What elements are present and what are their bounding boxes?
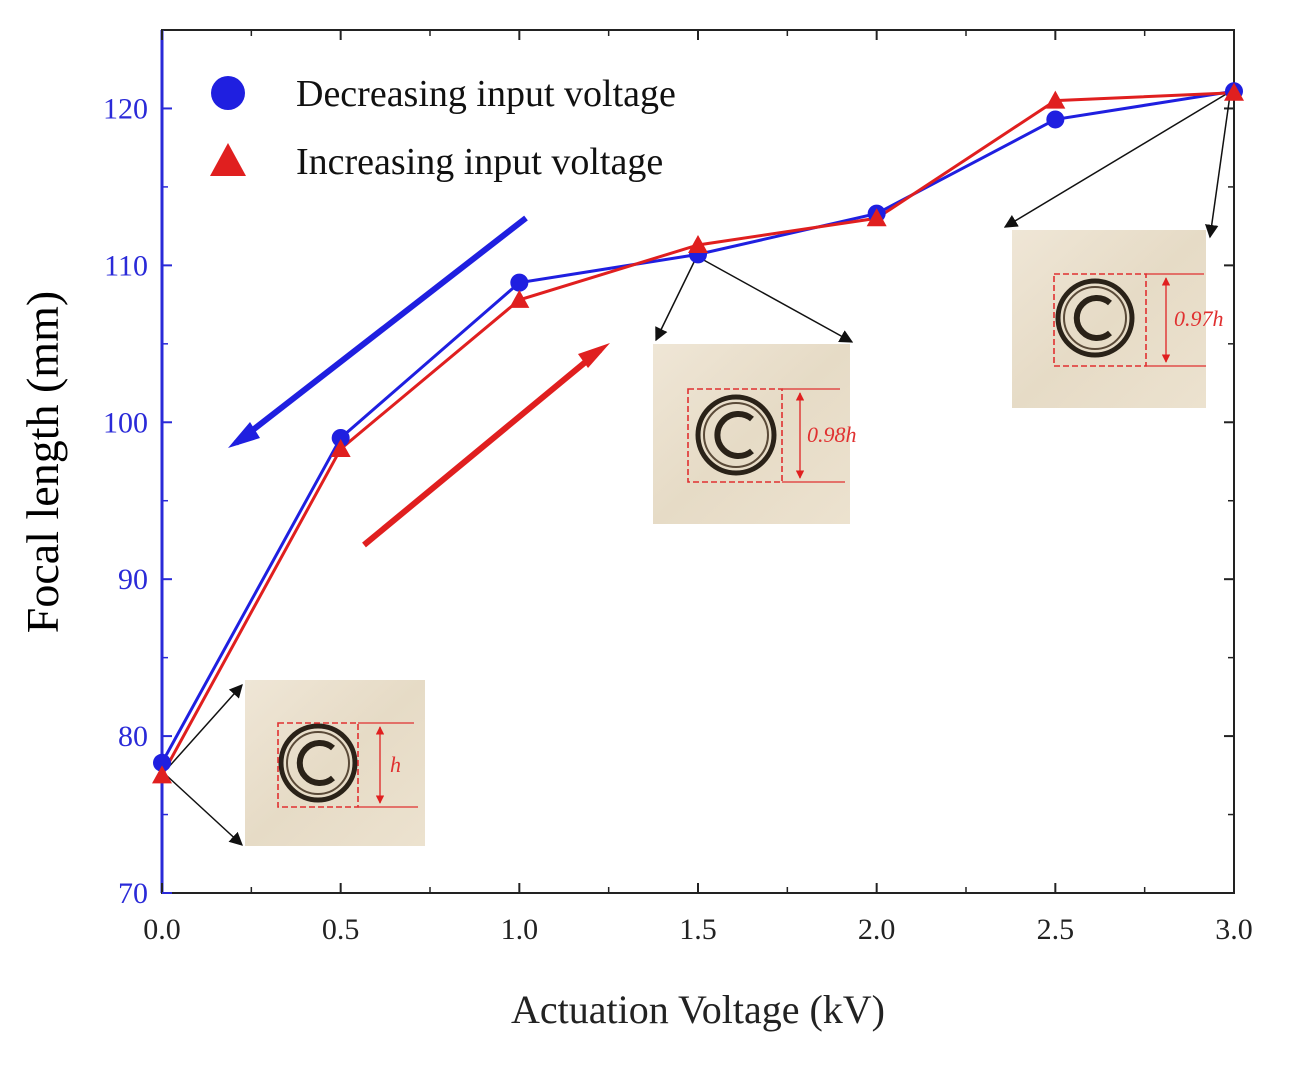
data-point-increasing — [330, 438, 351, 457]
inset-background — [245, 680, 425, 846]
inset-label: 0.98h — [807, 422, 857, 447]
data-point-increasing — [509, 289, 530, 308]
dashed-box — [687, 388, 783, 483]
y-axis-label: Focal length (mm) — [17, 291, 68, 633]
inset-background — [1012, 230, 1206, 408]
x-tick-label: 2.0 — [858, 913, 896, 946]
copyright-symbol-icon — [1055, 278, 1135, 358]
data-point-decreasing — [153, 753, 171, 772]
data-point-increasing — [152, 765, 172, 784]
copyright-symbol-icon — [1063, 286, 1127, 350]
inset-arrow — [1003, 92, 1229, 228]
inset-image-h: h — [165, 680, 425, 846]
inset-image-098h: 0.98h — [653, 257, 857, 524]
increasing-trend-arrow — [362, 347, 602, 548]
dashed-box — [277, 722, 359, 808]
increasing-trend-arrowhead — [578, 343, 610, 368]
x-axis-ticks: 0.0 0.5 1.0 1.5 2.0 2.5 3.0 — [143, 30, 1253, 946]
copyright-symbol-icon — [695, 394, 777, 476]
inset-label: 0.97h — [1174, 306, 1224, 331]
legend-marker-circle — [211, 76, 245, 110]
data-point-decreasing — [331, 428, 350, 447]
data-point-increasing — [1224, 82, 1244, 101]
inset-arrow — [699, 257, 854, 343]
y-axis-ticks: 70 80 90 100 110 120 — [103, 92, 1234, 910]
inset-background — [653, 344, 850, 524]
legend-marker-triangle — [210, 143, 246, 176]
inset-arrow — [1205, 94, 1231, 239]
y-tick-label: 120 — [103, 92, 148, 125]
data-point-increasing — [866, 208, 887, 227]
decreasing-trend-arrowhead — [228, 422, 260, 448]
series-layer — [152, 82, 1244, 784]
copyright-symbol-icon — [296, 740, 335, 786]
y-tick-label: 100 — [103, 406, 148, 439]
copyright-symbol-icon — [286, 731, 350, 795]
inset-arrow — [165, 774, 243, 846]
y-tick-label: 110 — [104, 249, 148, 282]
data-point-decreasing — [510, 273, 529, 292]
dashed-box — [1053, 273, 1147, 367]
data-point-increasing — [1045, 90, 1066, 109]
x-tick-label: 3.0 — [1215, 913, 1253, 946]
inset-image-097h: 0.97h — [1003, 92, 1231, 408]
inset-label: h — [390, 752, 401, 777]
inset-arrow — [655, 257, 697, 342]
x-tick-label: 1.0 — [501, 913, 539, 946]
inset-arrow — [165, 683, 243, 771]
copyright-symbol-icon — [714, 411, 754, 459]
legend: Decreasing input voltage Increasing inpu… — [210, 73, 676, 183]
legend-label-decreasing: Decreasing input voltage — [296, 73, 676, 115]
data-point-decreasing — [1046, 110, 1065, 129]
x-axis-label: Actuation Voltage (kV) — [511, 987, 885, 1032]
x-tick-label: 0.0 — [143, 913, 181, 946]
data-point-increasing — [688, 234, 708, 253]
x-tick-label: 1.5 — [679, 913, 717, 946]
y-tick-label: 70 — [118, 877, 148, 910]
y-tick-label: 90 — [118, 563, 148, 596]
y-tick-label: 80 — [118, 720, 148, 753]
copyright-symbol-icon — [703, 402, 769, 468]
x-tick-label: 0.5 — [322, 913, 360, 946]
copyright-symbol-icon — [1073, 295, 1112, 341]
legend-label-increasing: Increasing input voltage — [296, 141, 663, 183]
x-tick-label: 2.5 — [1037, 913, 1075, 946]
copyright-symbol-icon — [278, 723, 358, 803]
decreasing-trend-arrow — [234, 215, 528, 446]
